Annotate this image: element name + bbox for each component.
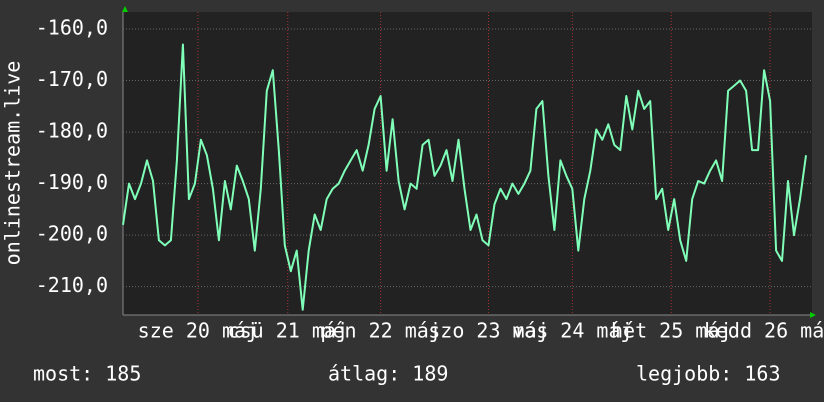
grid	[123, 12, 812, 315]
series-line	[122, 43, 807, 311]
footer-current: most: 185	[33, 362, 141, 386]
x-tick-label: pén 22 máj	[320, 319, 440, 343]
y-tick-label: -170,0	[36, 67, 108, 91]
y-axis-label: onlinestream.live	[1, 61, 25, 266]
y-tick-label: -180,0	[36, 119, 108, 143]
x-tick-label: sze 20 máj	[138, 319, 258, 343]
footer-average: átlag: 189	[328, 362, 448, 386]
marks	[122, 43, 807, 311]
x-tick-label: hét 25 máj	[611, 319, 731, 343]
y-tick-label: -210,0	[36, 273, 108, 297]
y-tick-label: -160,0	[36, 16, 108, 40]
plot-area	[123, 12, 812, 315]
footer-best: legjobb: 163	[636, 362, 781, 386]
x-tick-label: szo 23 máj	[428, 319, 548, 343]
y-axis-arrow	[122, 6, 128, 12]
x-tick-label: csü 21 máj	[228, 319, 348, 343]
y-tick-label: -200,0	[36, 222, 108, 246]
x-tick-label: vas 24 máj	[512, 319, 632, 343]
y-tick-label: -190,0	[36, 170, 108, 194]
x-tick-label: kedd 26 máj	[704, 319, 824, 343]
x-axis-arrow	[810, 312, 816, 318]
